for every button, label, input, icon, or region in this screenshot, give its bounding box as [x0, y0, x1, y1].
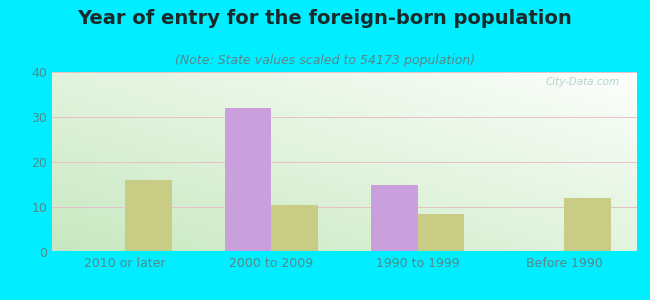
Bar: [417, 214, 464, 252]
Text: City-Data.com: City-Data.com: [545, 77, 619, 87]
Text: (Note: State values scaled to 54173 population): (Note: State values scaled to 54173 popu…: [175, 54, 475, 67]
Bar: [371, 184, 417, 252]
Bar: [564, 198, 610, 252]
Bar: [125, 180, 172, 252]
Bar: [272, 205, 318, 252]
Text: Year of entry for the foreign-born population: Year of entry for the foreign-born popul…: [77, 9, 573, 28]
Legend: 54173, Wisconsin: 54173, Wisconsin: [248, 298, 441, 300]
Bar: [225, 108, 272, 252]
